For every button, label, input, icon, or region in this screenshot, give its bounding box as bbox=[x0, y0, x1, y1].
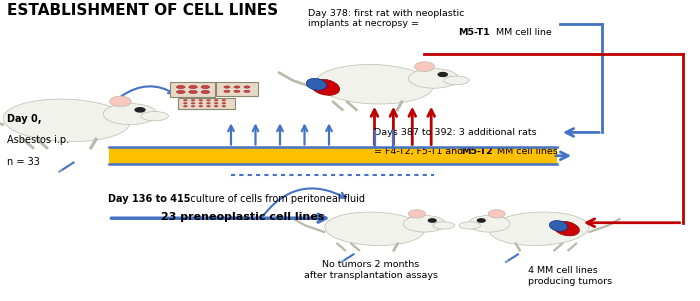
Text: MM cell line: MM cell line bbox=[493, 28, 552, 37]
Ellipse shape bbox=[206, 99, 211, 101]
Ellipse shape bbox=[222, 102, 226, 104]
Circle shape bbox=[477, 219, 485, 222]
Text: M5-T1: M5-T1 bbox=[458, 28, 490, 37]
Text: Day 136 to 415: Day 136 to 415 bbox=[108, 194, 191, 204]
Ellipse shape bbox=[183, 99, 188, 101]
Ellipse shape bbox=[459, 222, 480, 229]
Text: No tumors 2 months
after transplantation assays: No tumors 2 months after transplantation… bbox=[304, 260, 438, 280]
Ellipse shape bbox=[414, 62, 435, 72]
Ellipse shape bbox=[176, 91, 185, 94]
Ellipse shape bbox=[104, 104, 157, 125]
Ellipse shape bbox=[191, 102, 195, 104]
Ellipse shape bbox=[244, 86, 250, 88]
Ellipse shape bbox=[224, 86, 230, 88]
Ellipse shape bbox=[214, 105, 218, 107]
Ellipse shape bbox=[316, 64, 433, 104]
Ellipse shape bbox=[176, 85, 185, 88]
Text: = F4-T2, F5-T1 and: = F4-T2, F5-T1 and bbox=[374, 147, 467, 157]
Ellipse shape bbox=[222, 105, 226, 107]
FancyBboxPatch shape bbox=[170, 82, 216, 97]
Text: ESTABLISHMENT OF CELL LINES: ESTABLISHMENT OF CELL LINES bbox=[7, 3, 278, 18]
Ellipse shape bbox=[234, 90, 240, 92]
Ellipse shape bbox=[199, 99, 203, 101]
Text: MM cell lines: MM cell lines bbox=[494, 147, 557, 157]
FancyBboxPatch shape bbox=[216, 82, 258, 96]
Text: Day 378: first rat with neoplastic
implants at necropsy =: Day 378: first rat with neoplastic impla… bbox=[308, 9, 464, 28]
Ellipse shape bbox=[214, 99, 218, 101]
Ellipse shape bbox=[214, 102, 218, 104]
Text: : culture of cells from peritoneal fluid: : culture of cells from peritoneal fluid bbox=[184, 194, 365, 204]
Ellipse shape bbox=[206, 102, 211, 104]
Ellipse shape bbox=[206, 105, 211, 107]
Ellipse shape bbox=[325, 212, 424, 246]
Ellipse shape bbox=[183, 105, 188, 107]
Text: Day 0,: Day 0, bbox=[7, 114, 41, 124]
Ellipse shape bbox=[408, 210, 426, 218]
Ellipse shape bbox=[201, 91, 209, 94]
Ellipse shape bbox=[222, 99, 226, 101]
Bar bbox=[108, 147, 556, 164]
Ellipse shape bbox=[244, 90, 250, 92]
Circle shape bbox=[438, 73, 447, 76]
Ellipse shape bbox=[224, 90, 230, 92]
FancyBboxPatch shape bbox=[178, 98, 235, 109]
Text: Asbestos i.p.: Asbestos i.p. bbox=[7, 135, 69, 145]
Ellipse shape bbox=[183, 102, 188, 104]
Ellipse shape bbox=[468, 216, 510, 232]
Ellipse shape bbox=[312, 79, 340, 95]
Ellipse shape bbox=[189, 91, 197, 94]
Ellipse shape bbox=[554, 222, 580, 236]
Ellipse shape bbox=[234, 86, 240, 88]
Ellipse shape bbox=[433, 222, 454, 229]
Ellipse shape bbox=[409, 69, 458, 88]
Ellipse shape bbox=[141, 112, 169, 121]
Ellipse shape bbox=[191, 99, 195, 101]
Ellipse shape bbox=[201, 85, 209, 88]
Circle shape bbox=[428, 219, 436, 222]
Ellipse shape bbox=[110, 96, 131, 107]
Ellipse shape bbox=[403, 216, 446, 232]
Ellipse shape bbox=[4, 99, 130, 142]
Ellipse shape bbox=[189, 85, 197, 88]
Ellipse shape bbox=[307, 78, 326, 90]
Circle shape bbox=[135, 108, 145, 112]
Ellipse shape bbox=[550, 221, 568, 231]
Ellipse shape bbox=[489, 212, 589, 246]
Text: n = 33: n = 33 bbox=[7, 157, 40, 166]
Text: 4 MM cell lines
producing tumors: 4 MM cell lines producing tumors bbox=[528, 266, 612, 286]
Ellipse shape bbox=[199, 105, 203, 107]
Text: M5-T2: M5-T2 bbox=[461, 147, 493, 157]
Ellipse shape bbox=[488, 210, 505, 218]
Ellipse shape bbox=[199, 102, 203, 104]
Ellipse shape bbox=[444, 76, 469, 85]
Text: Days 387 to 392: 3 additional rats: Days 387 to 392: 3 additional rats bbox=[374, 128, 537, 137]
Ellipse shape bbox=[191, 105, 195, 107]
Text: 23 preneoplastic cell lines: 23 preneoplastic cell lines bbox=[161, 212, 324, 222]
